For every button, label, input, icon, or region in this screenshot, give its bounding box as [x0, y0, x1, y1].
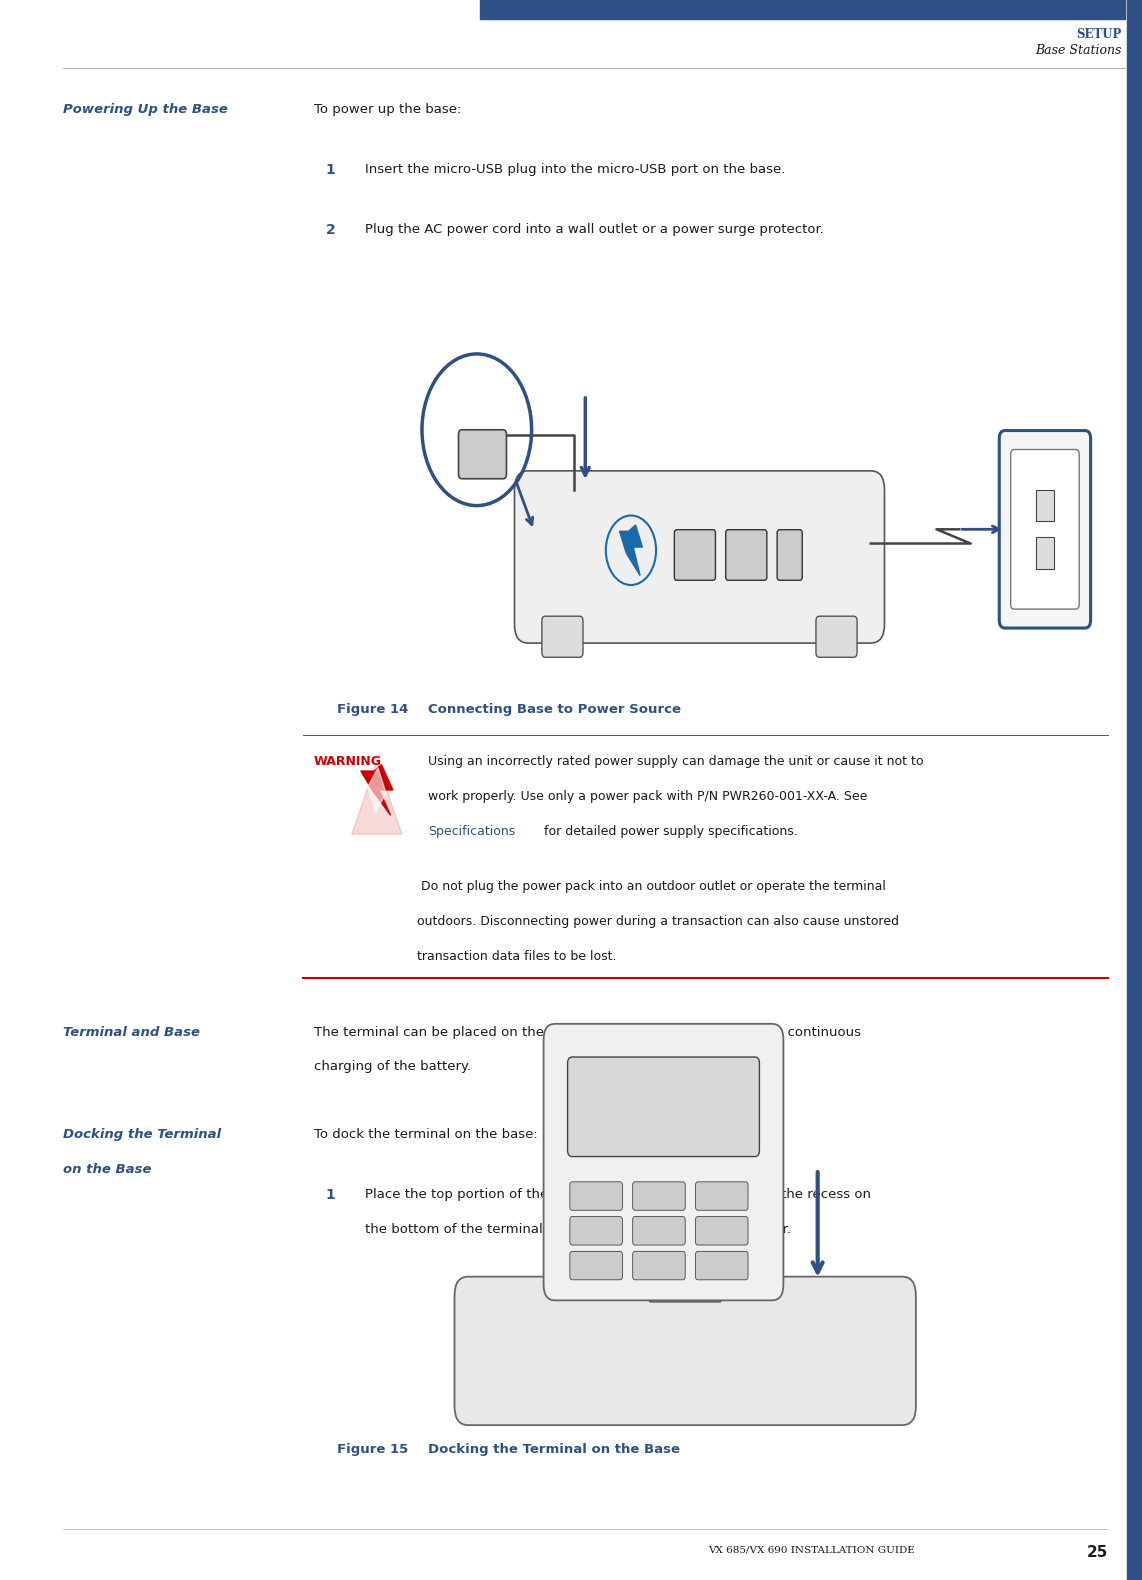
Text: Figure 14: Figure 14	[337, 703, 409, 716]
Text: Base Stations: Base Stations	[1035, 44, 1121, 57]
Text: WARNING: WARNING	[314, 755, 383, 768]
FancyBboxPatch shape	[815, 616, 856, 657]
Text: transaction data files to be lost.: transaction data files to be lost.	[417, 950, 617, 962]
FancyBboxPatch shape	[514, 471, 884, 643]
FancyBboxPatch shape	[999, 430, 1091, 627]
Bar	[1036, 537, 1054, 569]
FancyBboxPatch shape	[633, 1251, 685, 1280]
Text: Using an incorrectly rated power supply can damage the unit or cause it not to: Using an incorrectly rated power supply …	[428, 755, 924, 768]
Text: Place the top portion of the terminal on the base. Ensure that the recess on: Place the top portion of the terminal on…	[365, 1188, 871, 1201]
FancyBboxPatch shape	[455, 1277, 916, 1425]
FancyBboxPatch shape	[674, 529, 715, 580]
Text: Plug the AC power cord into a wall outlet or a power surge protector.: Plug the AC power cord into a wall outle…	[365, 223, 825, 235]
FancyBboxPatch shape	[633, 1182, 685, 1210]
Text: Figure 15: Figure 15	[337, 1443, 408, 1455]
Text: Powering Up the Base: Powering Up the Base	[63, 103, 227, 115]
Text: 25: 25	[1086, 1545, 1108, 1559]
FancyBboxPatch shape	[570, 1251, 622, 1280]
FancyBboxPatch shape	[633, 1217, 685, 1245]
Text: 1: 1	[325, 163, 336, 177]
Text: Do not plug the power pack into an outdoor outlet or operate the terminal: Do not plug the power pack into an outdo…	[417, 880, 886, 893]
Bar	[1127, 0, 1142, 1580]
Text: on the Base: on the Base	[63, 1163, 151, 1176]
Bar	[480, 0, 1125, 19]
FancyBboxPatch shape	[695, 1251, 748, 1280]
Text: The terminal can be placed on the base when not in use. This ensures continuous: The terminal can be placed on the base w…	[314, 1025, 861, 1038]
Text: To power up the base:: To power up the base:	[314, 103, 461, 115]
Text: Connecting Base to Power Source: Connecting Base to Power Source	[428, 703, 682, 716]
FancyBboxPatch shape	[649, 1277, 722, 1302]
Text: To dock the terminal on the base:: To dock the terminal on the base:	[314, 1128, 538, 1141]
Text: SETUP: SETUP	[1076, 28, 1121, 41]
FancyBboxPatch shape	[570, 1182, 622, 1210]
Text: VX 685/VX 690 INSTALLATION GUIDE: VX 685/VX 690 INSTALLATION GUIDE	[708, 1545, 915, 1555]
Polygon shape	[352, 762, 402, 834]
FancyBboxPatch shape	[568, 1057, 759, 1157]
FancyBboxPatch shape	[777, 529, 802, 580]
Text: 2: 2	[325, 223, 336, 237]
Text: Specifications: Specifications	[428, 825, 515, 837]
Polygon shape	[368, 768, 386, 812]
Text: Insert the micro-USB plug into the micro-USB port on the base.: Insert the micro-USB plug into the micro…	[365, 163, 786, 175]
Text: work properly. Use only a power pack with P/N PWR260-001-XX-A. See: work properly. Use only a power pack wit…	[428, 790, 868, 803]
FancyBboxPatch shape	[570, 1217, 622, 1245]
FancyBboxPatch shape	[695, 1217, 748, 1245]
Text: charging of the battery.: charging of the battery.	[314, 1060, 472, 1073]
Text: 1: 1	[325, 1188, 336, 1202]
Polygon shape	[619, 525, 642, 575]
Text: for detailed power supply specifications.: for detailed power supply specifications…	[540, 825, 798, 837]
Bar	[1036, 490, 1054, 521]
FancyBboxPatch shape	[1011, 449, 1079, 608]
Text: outdoors. Disconnecting power during a transaction can also cause unstored: outdoors. Disconnecting power during a t…	[417, 915, 899, 927]
Text: Docking the Terminal: Docking the Terminal	[63, 1128, 220, 1141]
Text: the bottom of the terminal sits on top of the docking connector.: the bottom of the terminal sits on top o…	[365, 1223, 791, 1236]
FancyBboxPatch shape	[458, 430, 506, 479]
FancyBboxPatch shape	[544, 1024, 783, 1300]
Polygon shape	[361, 765, 393, 815]
FancyBboxPatch shape	[541, 616, 582, 657]
Text: Terminal and Base: Terminal and Base	[63, 1025, 200, 1038]
FancyBboxPatch shape	[726, 529, 767, 580]
FancyBboxPatch shape	[695, 1182, 748, 1210]
Text: Docking the Terminal on the Base: Docking the Terminal on the Base	[428, 1443, 681, 1455]
